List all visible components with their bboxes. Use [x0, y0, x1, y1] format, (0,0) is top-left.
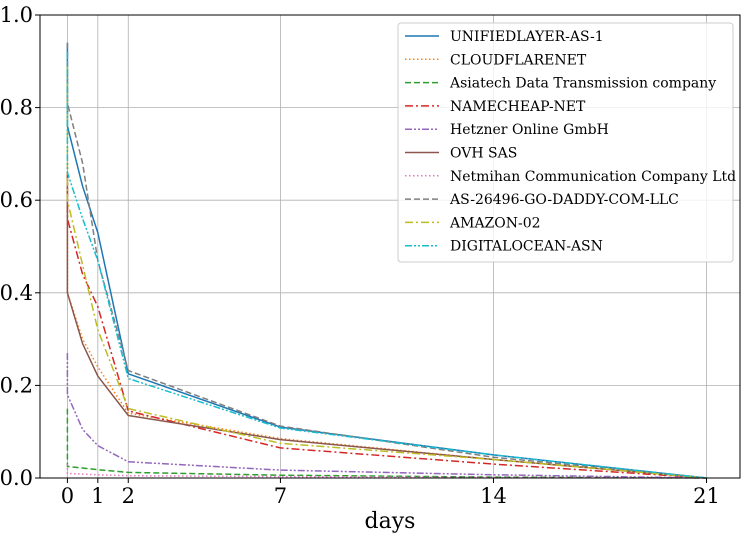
series-lines — [66, 42, 707, 479]
plot-frame — [39, 14, 741, 479]
legend-box — [397, 22, 734, 263]
x-tick-label: 14 — [480, 484, 507, 508]
legend-label: UNIFIEDLAYER-AS-1 — [450, 29, 604, 45]
x-tick-label: 2 — [122, 484, 135, 508]
series-line — [66, 172, 707, 479]
series-line — [66, 52, 707, 479]
legend-label: Hetzner Online GmbH — [450, 122, 609, 138]
series-line — [66, 42, 707, 479]
legend: UNIFIEDLAYER-AS-1 CLOUDFLARENET Asiatech D… — [397, 22, 736, 263]
x-tick-label: 1 — [91, 484, 104, 508]
y-tick-label: 0.0 — [0, 466, 33, 490]
series-line — [66, 464, 707, 479]
y-tick-label: 0.8 — [0, 96, 33, 120]
y-tick-label: 0.2 — [0, 373, 33, 397]
legend-label: AS-26496-GO-DADDY-COM-LLC — [449, 192, 679, 208]
legend-label: Netmihan Communication Company Ltd — [450, 169, 736, 185]
series-line — [66, 408, 707, 479]
x-axis-title: days — [365, 509, 416, 534]
y-tick-label: 0.6 — [0, 188, 33, 212]
x-tick-label: 7 — [274, 484, 287, 508]
x-tick-label: 21 — [693, 484, 720, 508]
series-line — [66, 177, 707, 479]
y-tick-label: 1.0 — [0, 3, 33, 27]
y-tick-label: 0.4 — [0, 281, 33, 305]
series-line — [66, 42, 707, 479]
x-tick-label: 0 — [61, 484, 74, 508]
legend-label: OVH SAS — [450, 146, 517, 162]
legend-label: CLOUDFLARENET — [450, 52, 587, 68]
legend-label: NAMECHEAP-NET — [450, 99, 586, 115]
series-line — [66, 65, 707, 479]
legend-label: AMAZON-02 — [449, 215, 541, 231]
series-line — [66, 353, 707, 479]
legend-label: DIGITALOCEAN-ASN — [450, 239, 603, 255]
axis-ticks: 0 1 2 7 14 21 0.0 0.2 0.4 0.6 0.8 1.0 — [0, 3, 720, 508]
legend-label: Asiatech Data Transmission company — [449, 76, 716, 92]
